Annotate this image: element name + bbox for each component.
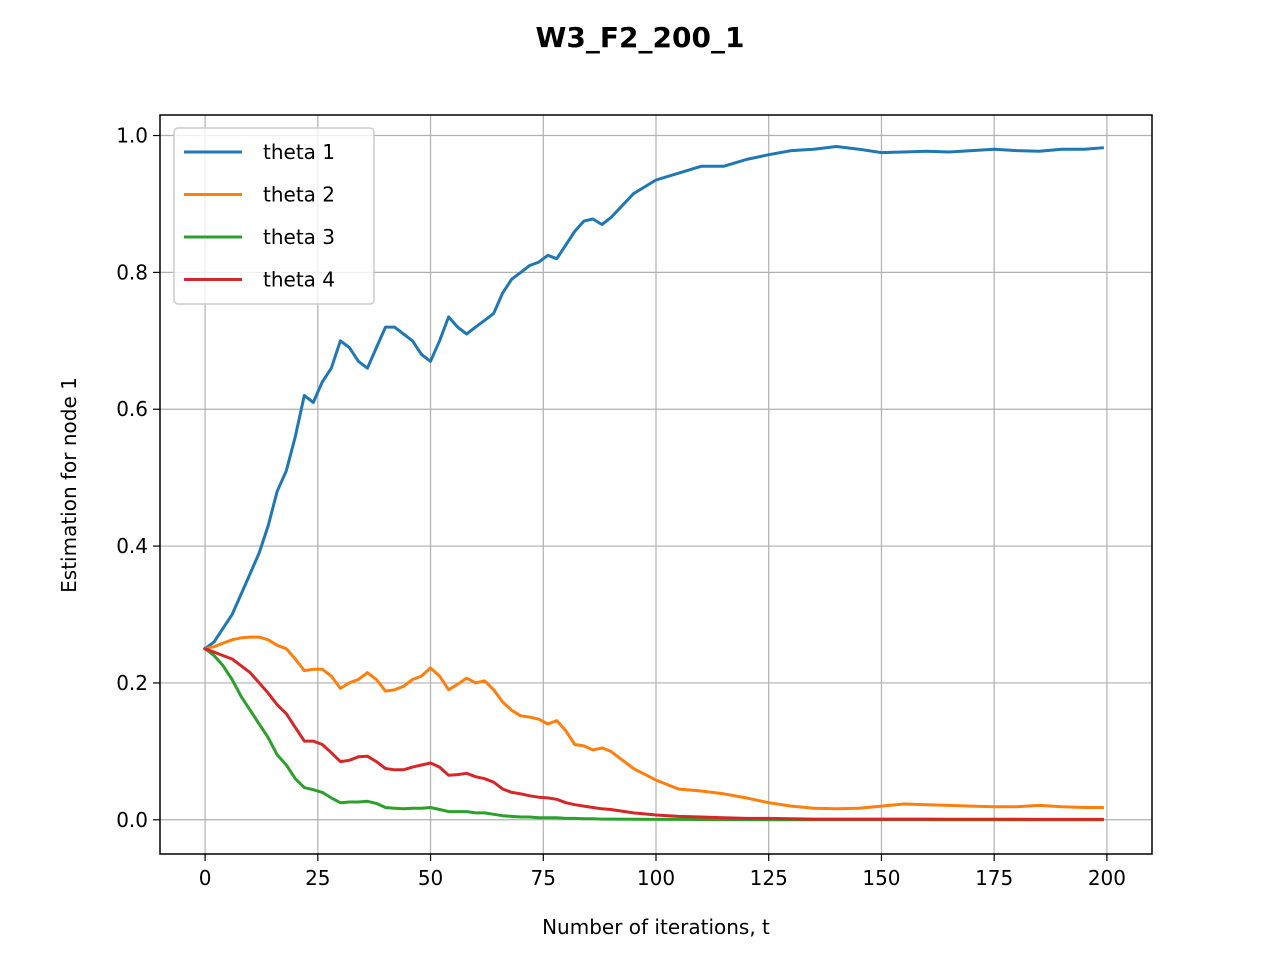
- y-axis-label: Estimation for node 1: [57, 377, 81, 593]
- y-axis: 0.0 0.2 0.4 0.6 0.8 1.0: [116, 124, 160, 832]
- x-tick-label: 0: [199, 866, 212, 890]
- y-tick-label: 0.2: [116, 671, 148, 695]
- x-tick-label: 75: [531, 866, 556, 890]
- y-tick-label: 0.0: [116, 808, 148, 832]
- x-tick-label: 200: [1088, 866, 1126, 890]
- y-tick-label: 0.4: [116, 534, 148, 558]
- x-tick-label: 50: [418, 866, 443, 890]
- x-tick-label: 150: [862, 866, 900, 890]
- legend-label-theta-3: theta 3: [263, 225, 335, 249]
- x-tick-label: 100: [637, 866, 675, 890]
- legend-label-theta-2: theta 2: [263, 183, 335, 207]
- x-tick-label: 175: [975, 866, 1013, 890]
- y-tick-label: 0.6: [116, 397, 148, 421]
- y-tick-label: 1.0: [116, 124, 148, 148]
- x-axis-label: Number of iterations, t: [542, 915, 770, 939]
- x-axis: 0 25 50 75 100 125 150 175 200: [199, 854, 1126, 890]
- legend: theta 1 theta 2 theta 3 theta 4: [174, 128, 374, 304]
- series-line-theta-2: [205, 637, 1102, 809]
- chart-title: W3_F2_200_1: [536, 21, 745, 54]
- y-tick-label: 0.8: [116, 260, 148, 284]
- legend-label-theta-1: theta 1: [263, 140, 335, 164]
- series-line-theta-4: [205, 649, 1102, 820]
- x-tick-label: 125: [750, 866, 788, 890]
- x-tick-label: 25: [305, 866, 330, 890]
- series-line-theta-3: [205, 649, 1102, 820]
- legend-label-theta-4: theta 4: [263, 268, 335, 292]
